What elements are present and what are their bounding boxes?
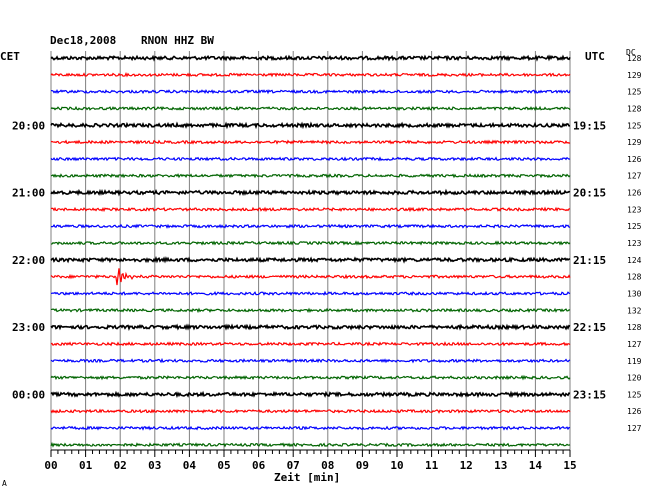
right-time-label: 23:15 xyxy=(573,388,606,401)
dc-offset-value: 127 xyxy=(627,424,642,433)
dc-offset-value: 127 xyxy=(627,340,642,349)
seismic-trace xyxy=(50,268,571,286)
dc-offset-value: 128 xyxy=(627,273,642,282)
seismic-trace xyxy=(50,173,571,179)
x-axis-label: Zeit [min] xyxy=(274,471,341,484)
right-time-label: 21:15 xyxy=(573,254,606,267)
seismic-trace xyxy=(50,442,571,448)
seismic-trace xyxy=(50,390,571,399)
dc-offset-value: 129 xyxy=(627,71,642,80)
x-tick-label: 07 xyxy=(287,459,300,472)
dc-offset-value: 126 xyxy=(627,407,642,416)
right-timezone: UTC xyxy=(585,50,605,63)
right-time-label: 20:15 xyxy=(573,187,606,200)
seismic-trace xyxy=(50,357,571,364)
seismic-trace xyxy=(50,71,571,78)
seismic-trace xyxy=(50,121,570,130)
dc-offset-value: 130 xyxy=(627,289,642,298)
x-tick-label: 12 xyxy=(460,459,473,472)
chart-station: RNON HHZ BW xyxy=(141,34,214,47)
seismic-trace xyxy=(50,307,571,314)
x-tick-label: 04 xyxy=(183,459,197,472)
dc-offset-value: 123 xyxy=(627,239,642,248)
x-tick-label: 05 xyxy=(217,459,230,472)
x-tick-label: 10 xyxy=(390,459,403,472)
x-tick-label: 15 xyxy=(563,459,576,472)
dc-offset-value: 125 xyxy=(627,222,642,231)
left-time-label: 21:00 xyxy=(12,187,45,200)
left-time-label: 00:00 xyxy=(12,388,45,401)
seismic-trace xyxy=(50,88,571,95)
dc-offset-value: 125 xyxy=(627,121,642,130)
seismic-trace xyxy=(50,425,571,431)
chart-date: Dec18,2008 xyxy=(50,34,117,47)
left-time-label: 23:00 xyxy=(12,321,45,334)
seismic-trace xyxy=(50,139,571,145)
dc-offset-value: 119 xyxy=(627,357,642,366)
seismic-trace xyxy=(50,206,571,213)
dc-offset-value: 127 xyxy=(627,172,642,181)
left-timezone: CET xyxy=(0,50,20,63)
seismic-trace xyxy=(50,223,571,229)
dc-offset-value: 125 xyxy=(627,88,642,97)
x-tick-label: 14 xyxy=(529,459,543,472)
x-tick-label: 13 xyxy=(494,459,507,472)
seismic-trace xyxy=(50,188,571,197)
left-time-label: 20:00 xyxy=(12,119,45,132)
x-tick-label: 08 xyxy=(321,459,334,472)
x-tick-label: 02 xyxy=(114,459,127,472)
dc-header: DC xyxy=(626,48,636,57)
dc-offset-value: 128 xyxy=(627,54,642,63)
dc-offset-value: 124 xyxy=(627,256,642,265)
seismic-trace xyxy=(50,156,571,162)
seismic-trace xyxy=(50,341,571,347)
dc-offset-value: 123 xyxy=(627,205,642,214)
seismic-trace xyxy=(50,290,571,297)
x-tick-label: 06 xyxy=(252,459,266,472)
right-time-label: 19:15 xyxy=(573,119,606,132)
x-tick-label: 09 xyxy=(356,459,369,472)
corner-mark: A xyxy=(2,479,7,488)
seismic-trace xyxy=(50,240,571,246)
dc-offset-value: 120 xyxy=(627,374,642,383)
x-tick-label: 01 xyxy=(79,459,93,472)
seismic-trace xyxy=(50,408,571,414)
right-time-label: 22:15 xyxy=(573,321,606,334)
dc-offset-value: 125 xyxy=(627,390,642,399)
x-tick-label: 11 xyxy=(425,459,439,472)
dc-offset-value: 128 xyxy=(627,323,642,332)
dc-offset-value: 129 xyxy=(627,138,642,147)
seismic-trace xyxy=(50,54,571,62)
dc-offset-value: 128 xyxy=(627,104,642,113)
x-tick-label: 03 xyxy=(148,459,161,472)
seismic-trace xyxy=(50,323,571,331)
dc-offset-value: 126 xyxy=(627,155,642,164)
dc-offset-value: 132 xyxy=(627,306,642,315)
seismic-trace xyxy=(50,105,571,111)
dc-offset-value: 126 xyxy=(627,189,642,198)
left-time-label: 22:00 xyxy=(12,254,45,267)
seismic-trace xyxy=(50,374,571,381)
x-tick-label: 00 xyxy=(44,459,57,472)
seismic-trace xyxy=(50,256,571,264)
